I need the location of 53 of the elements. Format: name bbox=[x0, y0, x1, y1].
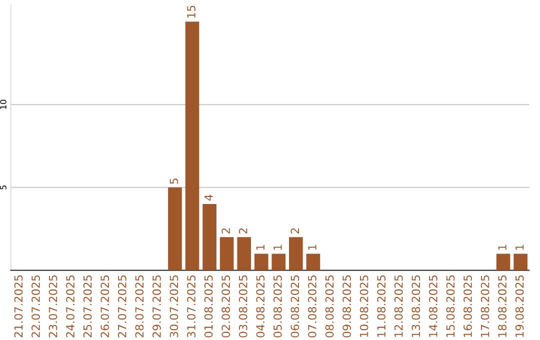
x-tick-label: 31.07.2025 bbox=[187, 275, 196, 338]
x-tick-label: 25.07.2025 bbox=[83, 275, 92, 338]
x-tick-label: 23.07.2025 bbox=[48, 275, 58, 338]
data-label: 1 bbox=[308, 244, 316, 250]
x-tick-label: 21.07.2025 bbox=[14, 275, 23, 338]
x-tick-label: 06.08.2025 bbox=[290, 275, 300, 338]
bar bbox=[202, 204, 216, 270]
x-tick-label: 04.08.2025 bbox=[256, 275, 265, 338]
x-tick-label: 19.08.2025 bbox=[515, 275, 524, 337]
bar bbox=[220, 237, 234, 270]
x-tick-label: 16.08.2025 bbox=[464, 275, 472, 337]
data-label: 5 bbox=[170, 178, 178, 184]
x-tick-label: 27.07.2025 bbox=[118, 275, 126, 338]
data-label: 4 bbox=[204, 194, 213, 201]
x-tick-label: 03.08.2025 bbox=[238, 275, 248, 338]
x-tick-label: 07.08.2025 bbox=[308, 275, 316, 338]
bar bbox=[168, 187, 182, 270]
x-tick-label: 28.07.2025 bbox=[135, 275, 144, 338]
x-tick-label: 08.08.2025 bbox=[325, 275, 334, 338]
bar bbox=[272, 254, 286, 270]
x-tick-label: 17.08.2025 bbox=[480, 275, 490, 337]
x-tick-label: 30.07.2025 bbox=[170, 275, 178, 338]
x-tick-label: 15.08.2025 bbox=[446, 275, 455, 337]
data-label: 15 bbox=[187, 6, 196, 18]
x-tick-label: 02.08.2025 bbox=[222, 275, 230, 338]
x-tick-label: 29.07.2025 bbox=[152, 275, 161, 338]
x-tick-label: 05.08.2025 bbox=[273, 275, 282, 338]
data-label: 1 bbox=[256, 244, 264, 250]
data-label: 2 bbox=[238, 228, 248, 234]
data-label: 1 bbox=[274, 244, 282, 250]
bar bbox=[254, 254, 268, 270]
x-tick-label: 09.08.2025 bbox=[342, 275, 351, 338]
x-tick-label: 26.07.2025 bbox=[100, 275, 110, 338]
x-tick-label: 11.08.2025 bbox=[377, 275, 386, 337]
data-label: 2 bbox=[290, 228, 299, 234]
bar bbox=[306, 254, 320, 270]
x-tick-label: 14.08.2025 bbox=[428, 275, 438, 337]
x-tick-label: 24.07.2025 bbox=[66, 275, 75, 338]
bar bbox=[496, 254, 510, 270]
bar bbox=[289, 237, 303, 270]
x-tick-label: 22.07.2025 bbox=[32, 275, 40, 338]
x-tick-label: 12.08.2025 bbox=[394, 275, 403, 337]
data-label: 2 bbox=[222, 228, 230, 234]
data-label: 1 bbox=[516, 244, 524, 250]
bar bbox=[185, 22, 200, 270]
bar bbox=[514, 254, 528, 270]
data-label: 1 bbox=[498, 244, 506, 250]
x-tick-label: 01.08.2025 bbox=[204, 275, 213, 338]
x-tick-label: 10.08.2025 bbox=[360, 275, 368, 337]
x-tick-label: 13.08.2025 bbox=[412, 275, 420, 337]
y-tick-label: 10 bbox=[0, 100, 6, 109]
bar bbox=[237, 237, 251, 270]
x-tick-label: 18.08.2025 bbox=[498, 275, 507, 337]
